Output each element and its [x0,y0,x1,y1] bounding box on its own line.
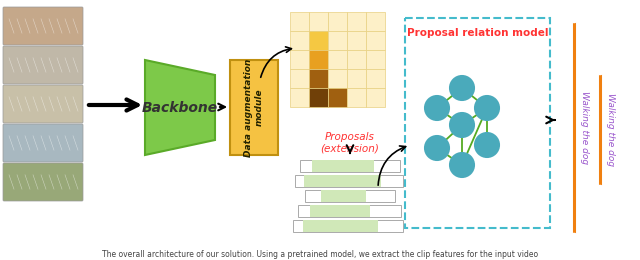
Bar [309,31,328,50]
Bar [303,220,378,232]
Bar [312,160,374,172]
Bar [303,175,381,187]
Circle shape [425,96,449,120]
Bar [290,50,309,69]
Text: The overall architecture of our solution. Using a pretrained model, we extract t: The overall architecture of our solution… [102,250,538,259]
Bar [328,88,347,107]
Text: Proposals
(extension): Proposals (extension) [321,132,380,154]
Bar [309,69,328,88]
Bar [300,160,400,172]
Polygon shape [145,60,215,155]
Text: Walking the dog: Walking the dog [606,93,615,167]
Bar [290,69,309,88]
FancyBboxPatch shape [3,7,83,45]
Bar [347,88,366,107]
Text: Data augmentation
module: Data augmentation module [244,58,264,157]
Bar [347,69,366,88]
Circle shape [570,234,578,242]
Text: Backbone: Backbone [142,101,218,114]
Bar [309,88,328,107]
Bar [305,190,395,202]
FancyBboxPatch shape [3,85,83,123]
Bar [366,31,385,50]
Bar [366,50,385,69]
Bar [405,18,550,228]
FancyBboxPatch shape [3,163,83,201]
Bar [347,12,366,31]
FancyBboxPatch shape [3,124,83,162]
Circle shape [450,76,474,100]
Bar [347,50,366,69]
Bar [310,205,370,217]
Bar [321,190,366,202]
Circle shape [425,136,449,160]
Bar [290,12,309,31]
Bar [290,31,309,50]
Bar [366,69,385,88]
Circle shape [570,14,578,22]
Circle shape [596,66,604,74]
Circle shape [475,133,499,157]
Bar [309,12,328,31]
Circle shape [450,113,474,137]
Bar [328,12,347,31]
Bar [366,12,385,31]
Bar [366,88,385,107]
Bar [328,69,347,88]
Bar [298,205,401,217]
Circle shape [596,186,604,194]
Text: Proposal relation model: Proposal relation model [407,28,548,38]
Bar [347,31,366,50]
Bar [309,50,328,69]
Bar [295,175,403,187]
Bar [293,220,403,232]
Circle shape [450,153,474,177]
Text: Walking the dog: Walking the dog [580,92,589,165]
Bar [328,50,347,69]
Bar [290,88,309,107]
Circle shape [475,96,499,120]
Bar [328,31,347,50]
FancyBboxPatch shape [3,46,83,84]
Bar [230,60,278,155]
